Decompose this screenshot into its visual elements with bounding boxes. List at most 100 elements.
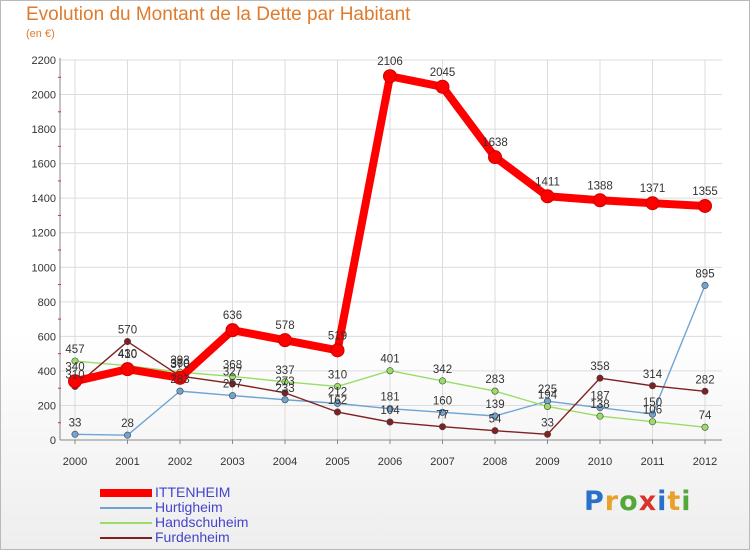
data-label: 337	[275, 365, 294, 377]
data-point	[229, 372, 237, 380]
data-label: 104	[380, 405, 400, 417]
x-tick-label: 2002	[168, 456, 192, 468]
data-label: 181	[380, 392, 399, 404]
data-label: 1388	[587, 180, 613, 192]
data-label: 2045	[430, 67, 456, 79]
data-point	[281, 389, 289, 397]
data-label: 150	[643, 397, 662, 409]
y-tick-label: 0	[50, 435, 56, 447]
data-label: 370	[170, 359, 189, 371]
y-tick-label: 1600	[32, 159, 56, 171]
data-point	[386, 405, 394, 413]
legend-swatch	[100, 522, 152, 524]
data-point	[333, 408, 341, 416]
data-label: 282	[695, 374, 714, 386]
y-tick-label: 1400	[32, 193, 56, 205]
data-point	[281, 396, 289, 404]
data-label: 74	[699, 410, 712, 422]
y-tick-label: 600	[38, 331, 56, 343]
data-point	[71, 357, 79, 365]
data-point	[596, 412, 604, 420]
data-label: 457	[65, 344, 84, 356]
y-tick-label: 400	[38, 366, 56, 378]
legend-item: Furdenheim	[100, 529, 340, 546]
data-label: 139	[485, 399, 504, 411]
data-label: 360	[170, 358, 189, 370]
data-label: 33	[541, 417, 554, 429]
data-point	[701, 423, 709, 431]
legend-label: Furdenheim	[155, 529, 230, 545]
x-tick-label: 2005	[325, 456, 349, 468]
data-label: 327	[223, 367, 242, 379]
data-label: 194	[538, 389, 558, 401]
x-tick-label: 2010	[588, 456, 612, 468]
data-point	[543, 402, 551, 410]
data-label: 283	[485, 374, 504, 386]
data-label: 401	[380, 354, 399, 366]
data-point	[648, 418, 656, 426]
data-label: 430	[118, 349, 137, 361]
data-label: 1638	[482, 137, 508, 149]
legend-item: Handschuheim	[100, 514, 340, 531]
data-label: 162	[328, 395, 347, 407]
proxiti-logo: Proxiti	[584, 486, 692, 517]
logo-letter: P	[584, 486, 605, 517]
data-label: 257	[223, 379, 242, 391]
data-point	[438, 423, 446, 431]
data-label: 358	[590, 361, 609, 373]
data-label: 410	[118, 349, 137, 361]
data-point	[491, 387, 499, 395]
grid-lines	[60, 59, 722, 440]
data-point	[648, 382, 656, 390]
data-point	[278, 333, 292, 348]
legend-swatch	[100, 489, 152, 497]
x-tick-label: 2009	[535, 456, 559, 468]
data-label: 570	[118, 325, 137, 337]
data-label: 233	[275, 383, 294, 395]
data-point	[124, 431, 132, 439]
data-point	[701, 387, 709, 395]
data-label: 283	[170, 374, 189, 386]
data-label: 28	[121, 418, 134, 430]
data-label: 2106	[377, 56, 403, 68]
x-tick-label: 2008	[483, 456, 507, 468]
x-tick-label: 2006	[378, 456, 402, 468]
data-label: 106	[643, 405, 662, 417]
data-label: 1371	[640, 183, 666, 195]
data-point	[71, 430, 79, 438]
legend-label: Hurtigheim	[155, 499, 223, 515]
y-tick-label: 200	[38, 400, 56, 412]
data-label: 578	[275, 320, 294, 332]
legend-swatch	[100, 507, 152, 509]
data-label: 273	[275, 376, 294, 388]
axes	[59, 58, 722, 441]
y-tick-label: 1000	[32, 262, 56, 274]
data-point	[596, 404, 604, 412]
data-point	[383, 69, 397, 84]
data-label: 368	[223, 359, 242, 371]
data-label: 895	[695, 268, 714, 280]
data-label: 138	[590, 399, 609, 411]
y-tick-label: 2200	[32, 55, 56, 67]
x-axis-ticks: 2000 2001 2002 2003 2004 2005 2006 2007 2008 2009…	[63, 440, 717, 468]
data-label: 314	[643, 369, 663, 381]
data-label: 225	[538, 384, 557, 396]
x-tick-label: 2011	[641, 456, 665, 468]
data-point	[543, 430, 551, 438]
data-point	[229, 380, 237, 388]
data-label: 1411	[535, 176, 560, 188]
data-label: 187	[590, 391, 609, 403]
data-point	[438, 408, 446, 416]
data-point	[435, 79, 450, 94]
x-tick-label: 2000	[63, 456, 87, 468]
legend-item: Hurtigheim	[100, 499, 340, 516]
data-label: 393	[170, 355, 189, 367]
data-label: 636	[223, 310, 242, 322]
logo-letter: r	[604, 486, 620, 517]
data-point	[438, 377, 446, 385]
data-label: 342	[433, 364, 452, 376]
data-point	[330, 343, 345, 358]
logo-letter: o	[619, 486, 639, 517]
data-point	[176, 387, 184, 395]
